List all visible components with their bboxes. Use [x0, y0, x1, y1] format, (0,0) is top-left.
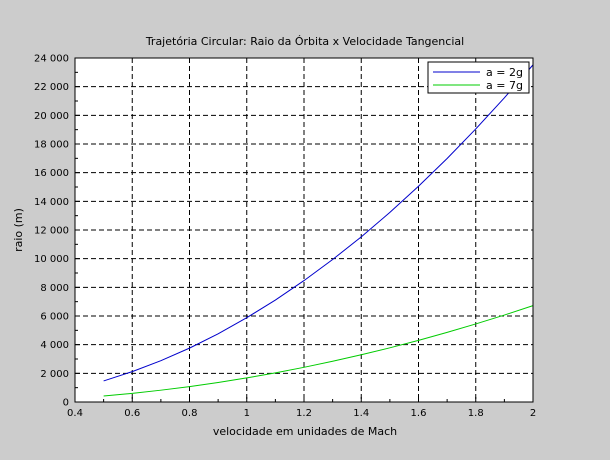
legend-label-a-7g: a = 7g [486, 79, 523, 92]
series-lines [103, 64, 534, 397]
y-tick-label: 6 000 [40, 312, 69, 323]
tick-labels: 0.4 0.6 0.8 1 1.2 1.4 1.6 1.8 2 0 2 000 4 000 6 000 8… [34, 54, 536, 420]
x-tick-label: 1.4 [353, 408, 369, 419]
grid-lines [75, 58, 533, 402]
y-tick-label: 24 000 [34, 54, 69, 65]
x-tick-label: 0.4 [67, 408, 83, 419]
y-tick-label: 10 000 [34, 254, 69, 265]
y-tick-label: 14 000 [34, 197, 69, 208]
legend: a = 2g a = 7g [427, 61, 530, 94]
x-tick-label: 1.6 [411, 408, 427, 419]
x-tick-label: 1.2 [296, 408, 312, 419]
y-axis-title: raio (m) [12, 208, 25, 252]
x-tick-label: 1 [244, 408, 250, 419]
chart-title: Trajetória Circular: Raio da Órbita x Ve… [145, 35, 464, 48]
y-tick-label: 2 000 [40, 369, 69, 380]
x-tick-label: 0.8 [182, 408, 198, 419]
x-tick-label: 2 [530, 408, 536, 419]
y-tick-label: 0 [63, 398, 69, 409]
y-tick-label: 16 000 [34, 168, 69, 179]
x-axis-title: velocidade em unidades de Mach [213, 425, 397, 438]
series-line-a-2g [103, 64, 534, 382]
y-tick-label: 20 000 [34, 111, 69, 122]
legend-label-a-2g: a = 2g [486, 66, 523, 79]
y-tick-label: 22 000 [34, 82, 69, 93]
y-tick-label: 18 000 [34, 140, 69, 151]
series-line-a-7g [103, 305, 534, 397]
axis-ticks [74, 57, 534, 403]
y-tick-label: 12 000 [34, 226, 69, 237]
y-tick-label: 4 000 [40, 340, 69, 351]
x-tick-label: 1.8 [468, 408, 484, 419]
x-tick-label: 0.6 [124, 408, 140, 419]
legend-box [427, 61, 530, 94]
y-tick-label: 8 000 [40, 283, 69, 294]
